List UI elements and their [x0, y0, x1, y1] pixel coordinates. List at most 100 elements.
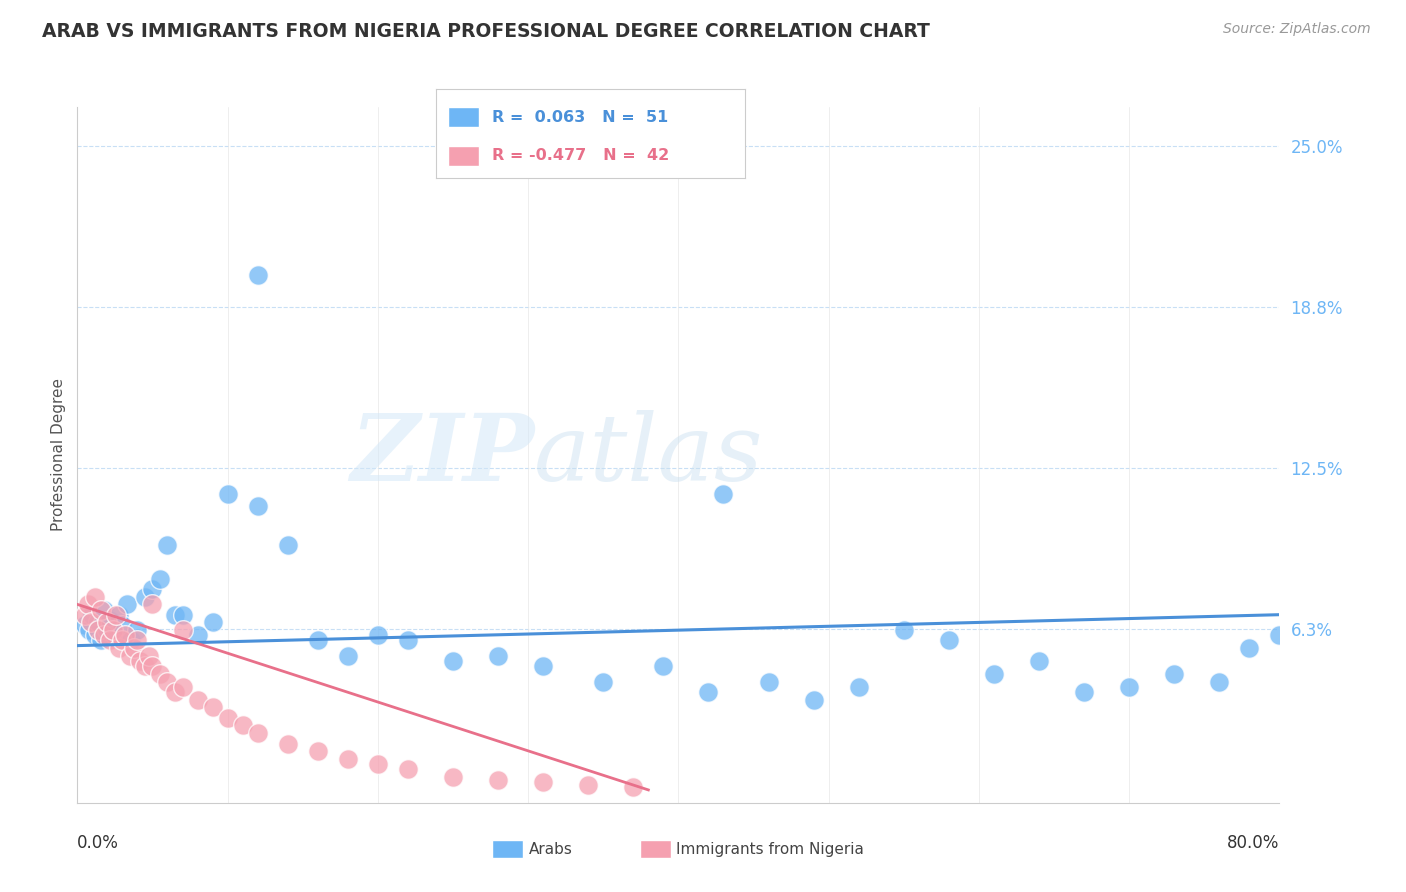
- Point: [1163, 667, 1185, 681]
- Point: [367, 628, 389, 642]
- Point: [336, 752, 359, 766]
- Point: [100, 633, 122, 648]
- Point: [367, 757, 389, 772]
- Text: Source: ZipAtlas.com: Source: ZipAtlas.com: [1223, 22, 1371, 37]
- Point: [201, 615, 224, 630]
- Point: [441, 770, 464, 784]
- Point: [73, 618, 96, 632]
- Point: [246, 726, 269, 740]
- Point: [127, 633, 149, 648]
- Point: [93, 628, 115, 642]
- Point: [217, 711, 239, 725]
- Point: [163, 607, 186, 622]
- Point: [127, 623, 149, 637]
- Text: ZIP: ZIP: [350, 410, 534, 500]
- Point: [114, 628, 136, 642]
- Y-axis label: Professional Degree: Professional Degree: [51, 378, 66, 532]
- Text: R = -0.477   N =  42: R = -0.477 N = 42: [492, 148, 669, 162]
- Point: [307, 744, 329, 758]
- Point: [134, 659, 156, 673]
- Point: [277, 737, 299, 751]
- Point: [111, 618, 134, 632]
- Point: [893, 623, 915, 637]
- Point: [156, 538, 179, 552]
- Text: 0.0%: 0.0%: [77, 834, 120, 852]
- Point: [149, 572, 172, 586]
- Point: [246, 268, 269, 282]
- Point: [848, 680, 870, 694]
- Point: [134, 590, 156, 604]
- Point: [1028, 654, 1050, 668]
- Point: [697, 685, 720, 699]
- Point: [163, 685, 186, 699]
- Point: [84, 628, 107, 642]
- Point: [1268, 628, 1291, 642]
- Point: [80, 615, 103, 630]
- Point: [79, 623, 101, 637]
- Point: [232, 718, 254, 732]
- Point: [124, 641, 146, 656]
- Point: [90, 633, 112, 648]
- Text: ARAB VS IMMIGRANTS FROM NIGERIA PROFESSIONAL DEGREE CORRELATION CHART: ARAB VS IMMIGRANTS FROM NIGERIA PROFESSI…: [42, 22, 929, 41]
- Point: [84, 590, 107, 604]
- Point: [87, 615, 110, 630]
- Point: [396, 762, 419, 776]
- Point: [531, 775, 554, 789]
- Point: [217, 486, 239, 500]
- Point: [108, 607, 131, 622]
- Point: [138, 648, 160, 663]
- Point: [1073, 685, 1095, 699]
- Point: [111, 633, 134, 648]
- Point: [105, 607, 128, 622]
- Point: [307, 633, 329, 648]
- Point: [82, 607, 104, 622]
- Point: [129, 654, 152, 668]
- Text: R =  0.063   N =  51: R = 0.063 N = 51: [492, 111, 668, 125]
- Point: [803, 692, 825, 706]
- Point: [1239, 641, 1261, 656]
- Point: [73, 607, 96, 622]
- Point: [120, 633, 142, 648]
- Point: [1208, 674, 1230, 689]
- Point: [87, 623, 110, 637]
- Point: [201, 700, 224, 714]
- Text: Arabs: Arabs: [529, 842, 572, 856]
- Point: [172, 623, 194, 637]
- Bar: [449, 146, 479, 166]
- Bar: [449, 107, 479, 127]
- Point: [103, 623, 125, 637]
- Text: 80.0%: 80.0%: [1227, 834, 1279, 852]
- Point: [1118, 680, 1140, 694]
- Point: [486, 772, 509, 787]
- Point: [186, 692, 209, 706]
- Point: [141, 598, 163, 612]
- Point: [246, 500, 269, 514]
- Point: [141, 582, 163, 596]
- Point: [93, 602, 115, 616]
- Point: [983, 667, 1005, 681]
- Point: [172, 680, 194, 694]
- Text: atlas: atlas: [534, 410, 763, 500]
- Point: [758, 674, 780, 689]
- Point: [713, 486, 735, 500]
- Point: [592, 674, 614, 689]
- Point: [336, 648, 359, 663]
- Point: [576, 778, 599, 792]
- Point: [938, 633, 960, 648]
- Point: [486, 648, 509, 663]
- Point: [277, 538, 299, 552]
- Point: [96, 615, 118, 630]
- Point: [76, 598, 98, 612]
- Text: Immigrants from Nigeria: Immigrants from Nigeria: [676, 842, 865, 856]
- Point: [90, 602, 112, 616]
- Point: [141, 659, 163, 673]
- Point: [96, 623, 118, 637]
- Point: [156, 674, 179, 689]
- Point: [186, 628, 209, 642]
- Point: [149, 667, 172, 681]
- Point: [531, 659, 554, 673]
- Point: [172, 607, 194, 622]
- Point: [621, 780, 644, 795]
- Point: [108, 641, 131, 656]
- Point: [100, 613, 122, 627]
